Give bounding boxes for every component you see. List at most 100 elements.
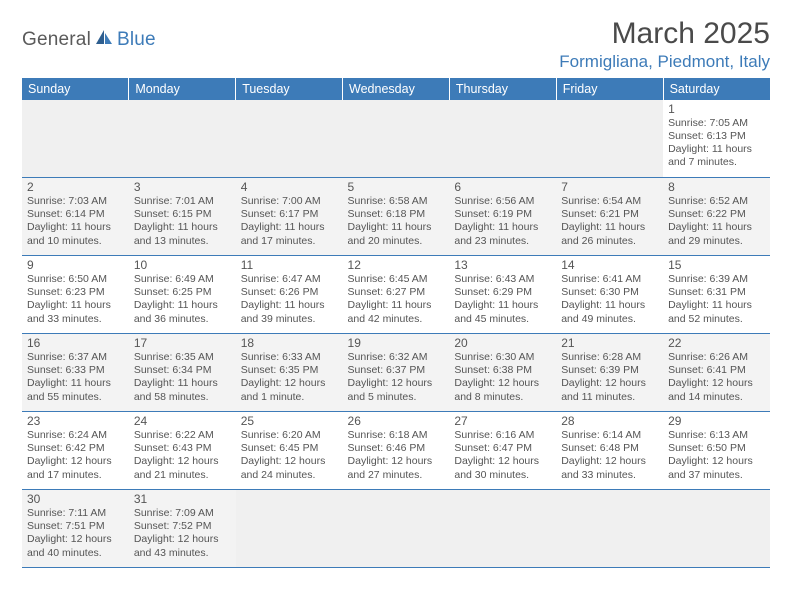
- calendar-cell: 7Sunrise: 6:54 AMSunset: 6:21 PMDaylight…: [556, 178, 663, 256]
- calendar-week: 16Sunrise: 6:37 AMSunset: 6:33 PMDayligh…: [22, 334, 770, 412]
- sunset-text: Sunset: 6:50 PM: [668, 442, 765, 455]
- daylight-text: Daylight: 11 hours and 13 minutes.: [134, 221, 231, 247]
- sunrise-text: Sunrise: 6:18 AM: [348, 429, 445, 442]
- day-number: 19: [348, 337, 445, 350]
- calendar-cell: 23Sunrise: 6:24 AMSunset: 6:42 PMDayligh…: [22, 412, 129, 490]
- calendar-cell: [236, 490, 343, 568]
- calendar-cell: 1Sunrise: 7:05 AMSunset: 6:13 PMDaylight…: [663, 100, 770, 178]
- sunset-text: Sunset: 6:22 PM: [668, 208, 765, 221]
- sunrise-text: Sunrise: 6:32 AM: [348, 351, 445, 364]
- calendar-cell: 5Sunrise: 6:58 AMSunset: 6:18 PMDaylight…: [343, 178, 450, 256]
- day-number: 25: [241, 415, 338, 428]
- day-number: 13: [454, 259, 551, 272]
- sunrise-text: Sunrise: 6:50 AM: [27, 273, 124, 286]
- daylight-text: Daylight: 11 hours and 55 minutes.: [27, 377, 124, 403]
- calendar-cell: 31Sunrise: 7:09 AMSunset: 7:52 PMDayligh…: [129, 490, 236, 568]
- calendar-cell: 3Sunrise: 7:01 AMSunset: 6:15 PMDaylight…: [129, 178, 236, 256]
- calendar-week: 30Sunrise: 7:11 AMSunset: 7:51 PMDayligh…: [22, 490, 770, 568]
- daylight-text: Daylight: 12 hours and 21 minutes.: [134, 455, 231, 481]
- calendar-cell: [449, 490, 556, 568]
- daylight-text: Daylight: 11 hours and 10 minutes.: [27, 221, 124, 247]
- calendar-cell: 10Sunrise: 6:49 AMSunset: 6:25 PMDayligh…: [129, 256, 236, 334]
- sunrise-text: Sunrise: 6:37 AM: [27, 351, 124, 364]
- daylight-text: Daylight: 12 hours and 40 minutes.: [27, 533, 124, 559]
- location-label: Formigliana, Piedmont, Italy: [559, 52, 770, 72]
- calendar-cell: [236, 100, 343, 178]
- sunrise-text: Sunrise: 7:00 AM: [241, 195, 338, 208]
- day-number: 8: [668, 181, 765, 194]
- calendar-cell: [129, 100, 236, 178]
- day-number: 10: [134, 259, 231, 272]
- daylight-text: Daylight: 12 hours and 14 minutes.: [668, 377, 765, 403]
- daylight-text: Daylight: 12 hours and 24 minutes.: [241, 455, 338, 481]
- calendar-cell: 6Sunrise: 6:56 AMSunset: 6:19 PMDaylight…: [449, 178, 556, 256]
- sunset-text: Sunset: 6:25 PM: [134, 286, 231, 299]
- day-number: 24: [134, 415, 231, 428]
- day-number: 15: [668, 259, 765, 272]
- logo: General Blue: [22, 28, 156, 51]
- sunset-text: Sunset: 6:29 PM: [454, 286, 551, 299]
- sunrise-text: Sunrise: 6:13 AM: [668, 429, 765, 442]
- sunset-text: Sunset: 6:26 PM: [241, 286, 338, 299]
- daylight-text: Daylight: 11 hours and 29 minutes.: [668, 221, 765, 247]
- calendar-cell: [22, 100, 129, 178]
- daylight-text: Daylight: 11 hours and 49 minutes.: [561, 299, 658, 325]
- calendar-week: 2Sunrise: 7:03 AMSunset: 6:14 PMDaylight…: [22, 178, 770, 256]
- sail-icon: [94, 28, 114, 51]
- day-number: 29: [668, 415, 765, 428]
- sunset-text: Sunset: 6:45 PM: [241, 442, 338, 455]
- day-number: 7: [561, 181, 658, 194]
- calendar-cell: 16Sunrise: 6:37 AMSunset: 6:33 PMDayligh…: [22, 334, 129, 412]
- sunrise-text: Sunrise: 7:09 AM: [134, 507, 231, 520]
- day-number: 5: [348, 181, 445, 194]
- day-number: 14: [561, 259, 658, 272]
- calendar-cell: [556, 490, 663, 568]
- calendar-cell: 17Sunrise: 6:35 AMSunset: 6:34 PMDayligh…: [129, 334, 236, 412]
- daylight-text: Daylight: 12 hours and 27 minutes.: [348, 455, 445, 481]
- calendar-cell: 15Sunrise: 6:39 AMSunset: 6:31 PMDayligh…: [663, 256, 770, 334]
- sunrise-text: Sunrise: 7:11 AM: [27, 507, 124, 520]
- calendar-cell: [343, 490, 450, 568]
- sunrise-text: Sunrise: 7:03 AM: [27, 195, 124, 208]
- day-number: 9: [27, 259, 124, 272]
- sunset-text: Sunset: 6:43 PM: [134, 442, 231, 455]
- day-header: Saturday: [663, 78, 770, 100]
- sunrise-text: Sunrise: 6:47 AM: [241, 273, 338, 286]
- daylight-text: Daylight: 12 hours and 37 minutes.: [668, 455, 765, 481]
- title-block: March 2025 Formigliana, Piedmont, Italy: [559, 18, 770, 72]
- calendar-cell: 2Sunrise: 7:03 AMSunset: 6:14 PMDaylight…: [22, 178, 129, 256]
- sunrise-text: Sunrise: 6:22 AM: [134, 429, 231, 442]
- day-header: Tuesday: [236, 78, 343, 100]
- daylight-text: Daylight: 12 hours and 1 minute.: [241, 377, 338, 403]
- daylight-text: Daylight: 12 hours and 17 minutes.: [27, 455, 124, 481]
- sunset-text: Sunset: 6:48 PM: [561, 442, 658, 455]
- day-number: 6: [454, 181, 551, 194]
- calendar-cell: [556, 100, 663, 178]
- daylight-text: Daylight: 12 hours and 33 minutes.: [561, 455, 658, 481]
- sunrise-text: Sunrise: 6:43 AM: [454, 273, 551, 286]
- day-number: 26: [348, 415, 445, 428]
- calendar-cell: 18Sunrise: 6:33 AMSunset: 6:35 PMDayligh…: [236, 334, 343, 412]
- sunset-text: Sunset: 6:47 PM: [454, 442, 551, 455]
- day-number: 17: [134, 337, 231, 350]
- sunset-text: Sunset: 6:39 PM: [561, 364, 658, 377]
- daylight-text: Daylight: 12 hours and 30 minutes.: [454, 455, 551, 481]
- daylight-text: Daylight: 11 hours and 7 minutes.: [668, 143, 765, 169]
- day-header: Friday: [556, 78, 663, 100]
- sunset-text: Sunset: 6:19 PM: [454, 208, 551, 221]
- sunrise-text: Sunrise: 6:54 AM: [561, 195, 658, 208]
- page-title: March 2025: [559, 18, 770, 50]
- sunset-text: Sunset: 6:46 PM: [348, 442, 445, 455]
- day-header: Wednesday: [343, 78, 450, 100]
- calendar-cell: 20Sunrise: 6:30 AMSunset: 6:38 PMDayligh…: [449, 334, 556, 412]
- logo-text-a: General: [22, 29, 91, 51]
- day-number: 12: [348, 259, 445, 272]
- sunset-text: Sunset: 6:21 PM: [561, 208, 658, 221]
- calendar-cell: 8Sunrise: 6:52 AMSunset: 6:22 PMDaylight…: [663, 178, 770, 256]
- calendar-cell: 29Sunrise: 6:13 AMSunset: 6:50 PMDayligh…: [663, 412, 770, 490]
- day-number: 27: [454, 415, 551, 428]
- daylight-text: Daylight: 11 hours and 39 minutes.: [241, 299, 338, 325]
- calendar-cell: 11Sunrise: 6:47 AMSunset: 6:26 PMDayligh…: [236, 256, 343, 334]
- sunrise-text: Sunrise: 6:14 AM: [561, 429, 658, 442]
- day-header: Monday: [129, 78, 236, 100]
